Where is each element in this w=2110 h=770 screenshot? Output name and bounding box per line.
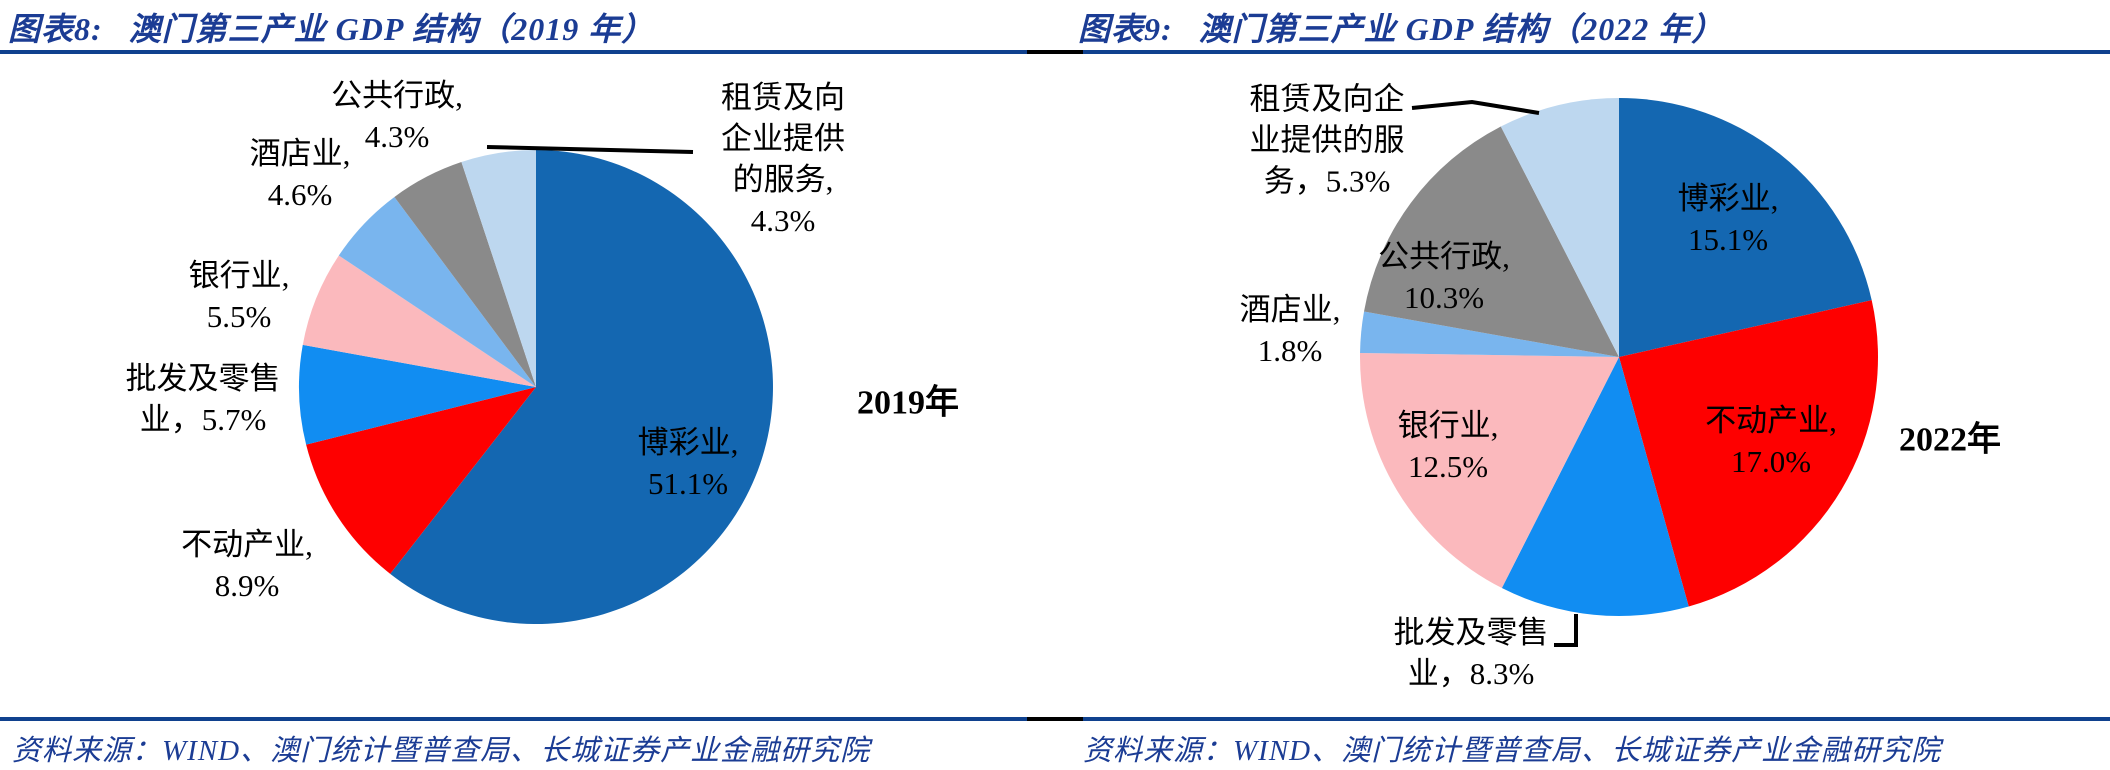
- label-leader-line: [1411, 99, 1540, 115]
- slice-label-line: 博彩业,: [1677, 181, 1779, 216]
- slice-label-line: 的服务,: [732, 162, 834, 197]
- pie-slice-2019-酒店业: [338, 196, 536, 387]
- slice-label-line: 业提供的服: [1249, 122, 1405, 158]
- slice-label-line: 批发及零售: [125, 361, 281, 396]
- source-divider-rule: [0, 717, 2110, 721]
- year-annotation-2019: 2019年: [857, 384, 959, 422]
- slice-label-line: 酒店业,: [1239, 292, 1341, 327]
- slice-label-line: 务，5.3%: [1263, 163, 1391, 199]
- source-note-2022: 资料来源：WIND、澳门统计暨普查局、长城证券产业金融研究院: [1083, 735, 1942, 767]
- slice-label-line: 公共行政,: [1378, 239, 1510, 274]
- slice-label-line: 15.1%: [1687, 222, 1769, 257]
- pie-slice-2022-批发及零售业: [1501, 357, 1689, 617]
- slice-label-2022-酒店业: 酒店业, 1.8%: [1240, 289, 1341, 371]
- pie-slice-2019-博彩业: [390, 150, 773, 624]
- slice-label-line: 4.6%: [267, 177, 333, 212]
- slice-label-line: 银行业,: [1397, 408, 1499, 443]
- slice-label-line: 8.9%: [214, 568, 280, 603]
- chart-title-2022: 图表9: 澳门第三产业 GDP 结构（2022 年）: [1078, 4, 1724, 50]
- pie-slice-2022-博彩业: [1619, 98, 1872, 357]
- slice-label-2019-不动产业: 不动产业, 8.9%: [181, 524, 313, 606]
- slice-label-2022-租赁及向企业提供的服务: 租赁及向企业提供的服务，5.3%: [1250, 79, 1405, 202]
- pie-slice-2019-银行业: [302, 255, 536, 387]
- slice-label-2022-银行业: 银行业, 12.5%: [1398, 405, 1499, 487]
- slice-label-line: 银行业,: [188, 258, 290, 293]
- rule-black-joint: [1027, 50, 1083, 54]
- pie-slice-2022-租赁及向企业提供的服务: [1500, 98, 1619, 357]
- label-leader-line: [1554, 614, 1578, 647]
- label-leader-line: [486, 145, 694, 154]
- rule-black-joint: [1027, 717, 1083, 721]
- title-underline-rule: [0, 50, 2110, 54]
- figure-number-2019: 图表8:: [8, 11, 103, 47]
- slice-label-line: 批发及零售: [1393, 615, 1549, 650]
- slice-label-2019-批发及零售业: 批发及零售业，5.7%: [126, 358, 281, 440]
- slice-label-2022-公共行政: 公共行政, 10.3%: [1378, 236, 1510, 318]
- slice-label-line: 10.3%: [1403, 280, 1485, 315]
- slice-label-line: 博彩业,: [637, 425, 739, 460]
- slice-label-2019-银行业: 银行业, 5.5%: [189, 255, 290, 337]
- slice-label-line: 租赁及向企: [1249, 81, 1405, 117]
- slice-label-line: 公共行政,: [331, 78, 463, 113]
- slice-label-line: 17.0%: [1730, 444, 1812, 479]
- slice-label-line: 不动产业,: [1705, 403, 1837, 438]
- pie-slice-2022-公共行政: [1364, 126, 1619, 358]
- slice-label-line: 12.5%: [1407, 449, 1489, 484]
- slice-label-2019-公共行政: 公共行政, 4.3%: [331, 75, 463, 157]
- pie-slice-2019-租赁及向企业提供的服务: [461, 150, 536, 387]
- slice-label-line: 酒店业,: [249, 136, 351, 171]
- slice-label-2022-博彩业: 博彩业, 15.1%: [1678, 178, 1779, 260]
- slice-label-line: 4.3%: [364, 119, 430, 154]
- slice-label-2022-不动产业: 不动产业, 17.0%: [1705, 400, 1837, 482]
- slice-label-line: 业，8.3%: [1407, 656, 1535, 691]
- slice-label-2019-租赁及向企业提供的服务: 租赁及向企业提供的服务, 4.3%: [721, 77, 845, 241]
- slice-label-line: 1.8%: [1257, 333, 1323, 368]
- figure-title-text-2022: 澳门第三产业 GDP 结构（2022 年）: [1198, 11, 1725, 47]
- pie-slice-2019-批发及零售业: [298, 344, 536, 445]
- slice-label-line: 租赁及向: [721, 80, 845, 115]
- pie-slice-2022-酒店业: [1360, 311, 1619, 357]
- chart-title-2019: 图表8: 澳门第三产业 GDP 结构（2019 年）: [8, 4, 654, 50]
- slice-label-line: 5.5%: [206, 299, 272, 334]
- source-note-2019: 资料来源：WIND、澳门统计暨普查局、长城证券产业金融研究院: [12, 735, 871, 767]
- pie-slice-2019-公共行政: [394, 162, 536, 387]
- figure-number-2022: 图表9:: [1078, 11, 1173, 47]
- slice-label-line: 企业提供: [721, 121, 845, 156]
- pie-slice-2022-银行业: [1359, 352, 1619, 589]
- slice-label-2019-酒店业: 酒店业, 4.6%: [250, 133, 351, 215]
- slice-label-2019-博彩业: 博彩业, 51.1%: [638, 422, 739, 504]
- slice-label-2022-批发及零售业: 批发及零售业，8.3%: [1394, 612, 1549, 694]
- figure-title-text-2019: 澳门第三产业 GDP 结构（2019 年）: [128, 11, 655, 47]
- slice-label-line: 51.1%: [647, 466, 729, 501]
- slice-label-line: 不动产业,: [181, 527, 313, 562]
- year-annotation-2022: 2022年: [1899, 421, 2001, 459]
- slice-label-line: 4.3%: [750, 203, 816, 238]
- pie-slice-2022-不动产业: [1619, 300, 1879, 607]
- slice-label-line: 业，5.7%: [139, 402, 267, 437]
- pie-slice-2019-不动产业: [306, 387, 536, 574]
